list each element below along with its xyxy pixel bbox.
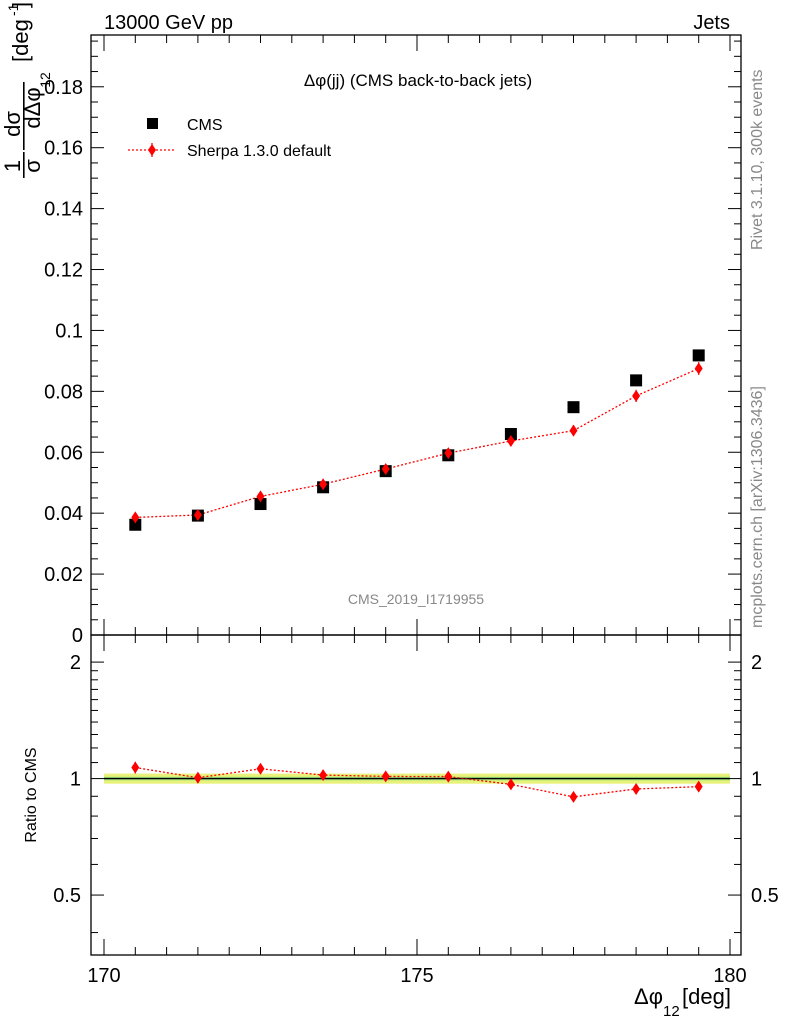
ratio-ticks: 0.5 0.5 1 1 2 2 170 175 180	[53, 635, 779, 987]
main-ytick-label: 0.12	[44, 260, 83, 282]
ratio-sherpa-point	[381, 770, 390, 783]
xlabel-subscript: 12	[663, 1003, 680, 1020]
main-ytick-label: 0.08	[44, 381, 83, 403]
side-label-bottom: mcplots.cern.ch [arXiv:1306.3436]	[749, 386, 766, 628]
main-ytick-label: 0.14	[44, 199, 83, 221]
xlabel-dphi: Δφ	[634, 984, 663, 1009]
ratio-sherpa-point	[131, 761, 140, 774]
ratio-sherpa-line	[135, 766, 699, 798]
ratio-ytick-label-right: 0.5	[751, 885, 779, 907]
ylabel-unit-close: ]	[8, 2, 33, 8]
main-panel: 0 0.02 0.04 0.06 0.08 0.1 0.12 0.14 0.16 0.18 Δφ(…	[44, 34, 742, 647]
ratio-sherpa-point	[256, 762, 265, 775]
ratio-ytick-label: 2	[70, 652, 81, 674]
watermark: CMS_2019_I1719955	[348, 591, 484, 607]
ratio-panel: 0.5 0.5 1 1 2 2 170 175 180	[53, 634, 779, 987]
ratio-sherpa-point	[444, 770, 453, 783]
ylabel-unit-exp: -1	[5, 3, 21, 16]
ratio-ytick-label-right: 2	[751, 652, 762, 674]
ratio-sherpa-point	[506, 778, 515, 791]
ylabel-dsigma: dσ	[0, 111, 25, 137]
sherpa-point	[506, 434, 515, 447]
ylabel-fraction-bar-2	[23, 82, 25, 150]
sherpa-point	[193, 509, 202, 521]
sherpa-point	[444, 447, 453, 460]
sherpa-line	[135, 367, 699, 519]
sherpa-point	[694, 362, 703, 375]
cms-point	[129, 518, 142, 531]
ratio-ytick-label-right: 1	[751, 769, 762, 791]
main-ytick-label: 0.04	[44, 503, 83, 525]
side-label-top: Rivet 3.1.10, 300k events	[749, 69, 766, 250]
legend-marker-sherpa	[148, 144, 156, 156]
ratio-frame	[90, 634, 742, 956]
ylabel-one: 1	[0, 160, 25, 172]
main-marks	[129, 349, 705, 531]
ratio-band	[104, 773, 730, 784]
ratio-ylabel: Ratio to CMS	[23, 747, 40, 842]
main-ytick-label: 0.02	[44, 564, 83, 586]
cms-point	[692, 349, 705, 362]
ylabel-sigma: σ	[20, 159, 45, 173]
ratio-sherpa-point	[632, 782, 641, 795]
sherpa-point	[319, 478, 328, 491]
ratio-sherpa-point	[319, 769, 328, 782]
xtick-label: 175	[400, 965, 433, 987]
main-ylabel: 1 σ dσ dΔφ 12 [deg -1 ]	[0, 2, 53, 178]
sherpa-point	[381, 463, 390, 476]
ylabel-unit: [deg	[8, 19, 33, 62]
legend-label-cms: CMS	[187, 117, 223, 134]
sherpa-point	[256, 490, 265, 503]
ylabel-subscript: 12	[37, 72, 53, 88]
ratio-ytick-label: 1	[70, 769, 81, 791]
main-ytick-label: 0.18	[44, 77, 83, 99]
sherpa-point	[569, 424, 578, 437]
x-axis-label: Δφ 12 [deg]	[634, 984, 731, 1020]
ratio-sherpa-point	[193, 771, 202, 784]
main-ytick-label: 0.16	[44, 138, 83, 160]
main-ytick-label: 0.06	[44, 442, 83, 464]
xlabel-unit: [deg]	[682, 984, 731, 1009]
header-left: 13000 GeV pp	[104, 12, 233, 34]
sherpa-point	[131, 511, 140, 524]
xtick-label: 170	[87, 965, 120, 987]
cms-point	[630, 374, 643, 387]
cms-point	[567, 401, 580, 414]
ylabel-fraction-bar-1	[23, 152, 25, 178]
main-ytick-label: 0	[72, 625, 83, 647]
legend: CMS Sherpa 1.3.0 default	[128, 117, 332, 160]
ratio-marks	[131, 761, 703, 803]
legend-label-sherpa: Sherpa 1.3.0 default	[187, 143, 332, 160]
ratio-ytick-label: 0.5	[53, 885, 81, 907]
ratio-sherpa-point	[694, 780, 703, 793]
xtick-label: 180	[713, 965, 746, 987]
legend-marker-cms	[147, 118, 158, 129]
sherpa-point	[632, 389, 641, 402]
cms-point	[254, 498, 267, 511]
main-ticks: 0 0.02 0.04 0.06 0.08 0.1 0.12 0.14 0.16 0.18	[44, 35, 741, 647]
ratio-sherpa-point	[569, 790, 578, 803]
main-ytick-label: 0.1	[55, 320, 83, 342]
header-right: Jets	[693, 12, 730, 34]
cms-point	[504, 427, 517, 440]
main-title: Δφ(jj) (CMS back-to-back jets)	[304, 71, 532, 90]
